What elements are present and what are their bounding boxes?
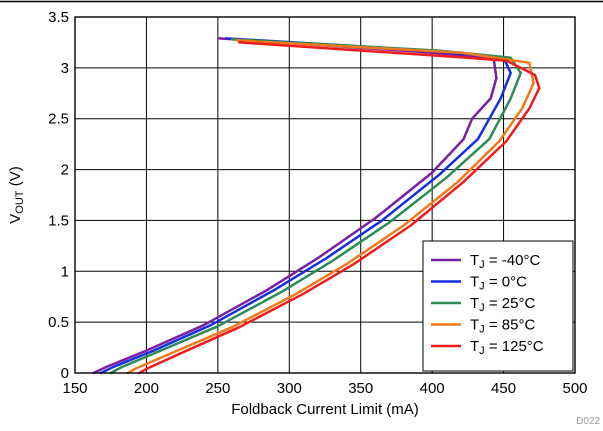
y-axis-title-sub: OUT: [14, 190, 26, 214]
y-axis-title-base: V: [7, 214, 24, 224]
legend-label: TJ = 0°C: [470, 274, 527, 293]
legend-label-sub: J: [479, 302, 485, 314]
legend-label-sub: J: [479, 259, 485, 271]
legend-label: TJ = 85°C: [470, 317, 535, 336]
y-axis-title: VOUT (V): [7, 166, 26, 223]
legend-label-sub: J: [479, 281, 485, 293]
tick-labels: 150 200 250 300 350 400 450 500 0 0.5 1 1.5 2 2.5 3 3.5: [48, 9, 587, 397]
x-axis-title: Foldback Current Limit (mA): [231, 401, 419, 418]
legend-label-base: T: [470, 295, 479, 312]
legend-label-base: T: [470, 274, 479, 291]
legend: TJ = -40°CTJ = 0°CTJ = 25°CTJ = 85°CTJ =…: [422, 240, 574, 372]
legend-label-rest: = 125°C: [485, 338, 544, 355]
x-tick-label: 300: [277, 380, 302, 397]
plot-frame: [74, 16, 576, 374]
legend-label-base: T: [470, 338, 479, 355]
legend-label-sub: J: [479, 345, 485, 357]
legend-label: TJ = 125°C: [470, 338, 544, 357]
series-line: [92, 37, 498, 375]
y-tick-label: 0: [61, 365, 69, 382]
x-tick-label: 500: [562, 380, 587, 397]
x-tick-label: 400: [420, 380, 445, 397]
series-line: [126, 39, 535, 375]
y-tick-label: 3: [61, 60, 69, 77]
legend-label-rest: = 0°C: [485, 274, 527, 291]
legend-label-sub: J: [479, 324, 485, 336]
y-axis-title-unit: (V): [7, 166, 24, 190]
legend-label: TJ = 25°C: [470, 295, 535, 314]
x-tick-label: 200: [134, 380, 159, 397]
y-tick-label: 0.5: [48, 314, 69, 331]
legend-label-rest: = 25°C: [485, 295, 536, 312]
legend-box: [422, 240, 574, 372]
y-tick-label: 2: [61, 162, 69, 179]
y-tick-label: 1: [61, 263, 69, 280]
y-tick-label: 2.5: [48, 111, 69, 128]
x-tick-label: 250: [205, 380, 230, 397]
legend-label-base: T: [470, 252, 479, 269]
legend-label-rest: = -40°C: [485, 252, 541, 269]
y-tick-label: 1.5: [48, 212, 69, 229]
legend-label-base: T: [470, 317, 479, 334]
x-tick-label: 150: [62, 380, 87, 397]
x-tick-label: 350: [348, 380, 373, 397]
legend-label: TJ = -40°C: [470, 252, 540, 271]
series-line: [138, 41, 541, 375]
figure-id-footnote: D022: [576, 416, 600, 426]
y-tick-label: 3.5: [48, 9, 69, 26]
series-lines: [92, 37, 541, 375]
x-tick-label: 450: [491, 380, 516, 397]
legend-label-rest: = 85°C: [485, 317, 536, 334]
